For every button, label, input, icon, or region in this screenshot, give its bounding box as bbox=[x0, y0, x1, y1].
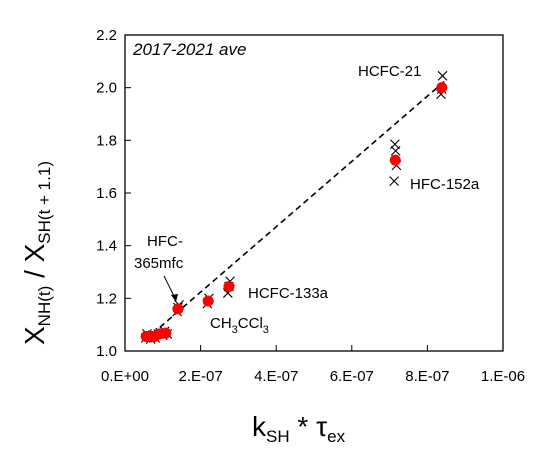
y-axis-title-sep: / X bbox=[19, 243, 50, 285]
y-tick-label: 1.6 bbox=[96, 185, 117, 202]
annotation-ch3ccl3-sub1: 3 bbox=[232, 324, 238, 336]
annotation-hfc-365mfc-line1: HFC- bbox=[147, 233, 183, 250]
annotation-arrow-head bbox=[171, 294, 178, 302]
y-tick-label: 1.8 bbox=[96, 132, 117, 149]
x-tick-label: 6.E-07 bbox=[330, 368, 374, 385]
annotation-ch3ccl3-part2: CCl bbox=[238, 315, 263, 332]
annotation-hcfc-21: HCFC-21 bbox=[358, 63, 421, 80]
year-marker bbox=[390, 139, 400, 150]
y-axis-title-num-sub: NH(t) bbox=[35, 286, 54, 327]
fit-line-group bbox=[144, 79, 447, 342]
annotation-ch3ccl3-sub2: 3 bbox=[263, 324, 269, 336]
mean-marker bbox=[223, 280, 235, 292]
y-tick-label: 1.0 bbox=[96, 343, 117, 360]
x-axis-title-sub2: ex bbox=[327, 427, 345, 446]
x-tick-label: 8.E-07 bbox=[405, 368, 449, 385]
x-axis-title-mid: * τ bbox=[290, 411, 328, 442]
annotation-arrow bbox=[163, 275, 178, 302]
x-tick-label: 0.E+00 bbox=[101, 368, 149, 385]
mean-marker bbox=[389, 154, 401, 166]
y-tick-label: 1.2 bbox=[96, 290, 117, 307]
y-tick-label: 1.4 bbox=[96, 238, 117, 255]
mean-marker bbox=[172, 303, 184, 315]
x-axis-title-sub: SH bbox=[266, 427, 290, 446]
x-axis-title: kSH * τex bbox=[252, 411, 346, 446]
x-tick-label: 2.E-07 bbox=[178, 368, 222, 385]
mean-marker bbox=[160, 327, 172, 339]
inset-label: 2017-2021 ave bbox=[132, 40, 246, 59]
y-axis-title-den-sub: SH(t + 1.1) bbox=[35, 161, 54, 244]
annotation-hcfc-133a: HCFC-133a bbox=[248, 285, 329, 302]
y-tick-label: 2.0 bbox=[96, 80, 117, 97]
fit-line bbox=[144, 79, 447, 342]
y-axis-ticks: 1.0 1.2 1.4 1.6 1.8 2.0 2.2 bbox=[96, 27, 131, 360]
annotation-ch3ccl3: CH3CCl3 bbox=[210, 315, 269, 336]
y-axis-title-num: X bbox=[19, 326, 50, 345]
mean-marker bbox=[202, 295, 214, 307]
y-tick-label: 2.2 bbox=[96, 27, 117, 44]
y-axis-title: XNH(t) / XSH(t + 1.1) bbox=[19, 161, 54, 345]
mean-marker bbox=[436, 82, 448, 94]
annotation-arrow-shaft bbox=[163, 275, 176, 299]
x-tick-label: 4.E-07 bbox=[254, 368, 298, 385]
x-axis-ticks: 0.E+00 2.E-07 4.E-07 6.E-07 8.E-07 1.E-06 bbox=[101, 345, 525, 385]
x-axis-title-main: k bbox=[252, 411, 267, 442]
year-marker bbox=[389, 176, 400, 187]
annotation-hfc-365mfc-line2: 365mfc bbox=[134, 255, 184, 272]
x-tick-label: 1.E-06 bbox=[481, 368, 525, 385]
mean-markers bbox=[140, 82, 448, 343]
annotation-ch3ccl3-part1: CH bbox=[210, 315, 232, 332]
annotation-hfc-152a: HFC-152a bbox=[410, 176, 480, 193]
year-marker bbox=[437, 70, 448, 81]
